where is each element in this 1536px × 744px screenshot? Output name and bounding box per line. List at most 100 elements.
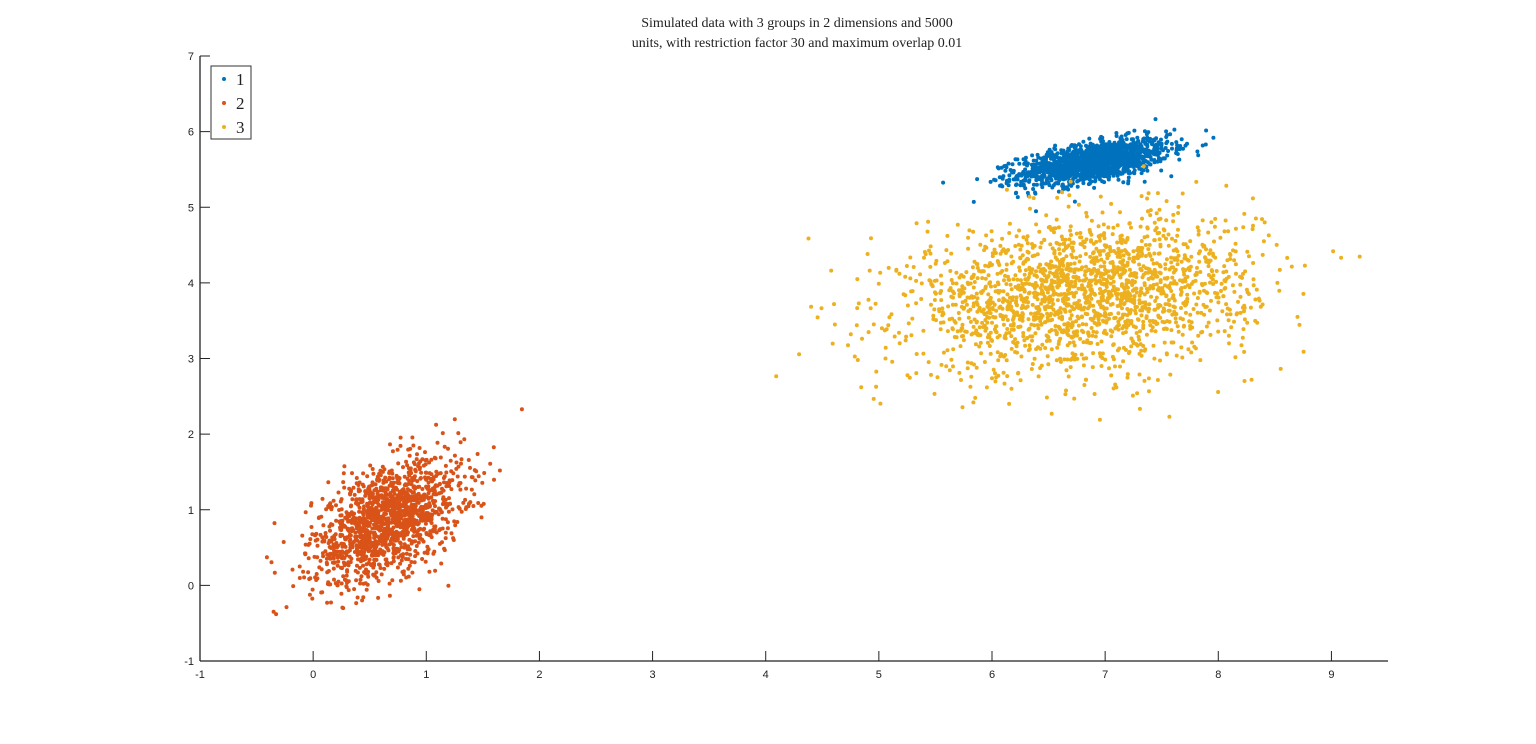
point [1086,155,1091,160]
point [404,483,409,488]
point [405,476,410,481]
point [1071,159,1076,164]
point [1166,308,1171,313]
point [1226,318,1231,323]
point [373,517,378,522]
point [1020,171,1025,176]
point [408,466,413,471]
point [1245,290,1250,295]
point [1189,282,1194,286]
point [1049,305,1054,310]
point [452,453,457,458]
point [435,440,440,445]
point [1224,276,1229,281]
point [1230,283,1235,288]
point [320,496,325,501]
point [983,318,988,322]
point [1071,307,1076,312]
point [1250,227,1255,232]
point [1053,324,1058,328]
point [370,553,375,558]
point [1233,241,1238,246]
point [364,509,369,514]
point [1198,270,1203,274]
point [977,344,982,349]
point [1245,320,1250,325]
point [1064,157,1069,162]
point [1004,165,1009,170]
point [1015,340,1020,345]
point [1214,295,1219,300]
point [1056,189,1061,194]
point [856,301,861,306]
point [1075,300,1080,305]
point [1093,167,1097,172]
point [1240,335,1245,340]
point [1027,326,1032,331]
point [1007,231,1012,235]
point [340,556,344,561]
point [969,361,974,366]
point [937,309,942,314]
point [402,545,407,550]
point [415,485,420,489]
point [354,481,359,486]
point [1135,139,1140,144]
point [809,304,814,309]
point [1030,245,1035,250]
point [971,324,976,329]
point [335,583,340,588]
point [884,327,889,332]
point [1103,288,1108,293]
point [1131,259,1135,263]
point [333,532,338,537]
point [1196,333,1201,338]
point [375,489,380,494]
point [387,593,392,598]
point [430,486,435,491]
point [272,570,277,575]
point [1188,239,1193,244]
point [410,490,415,495]
point [1143,153,1148,157]
point [1044,178,1049,183]
point [315,543,320,548]
point [373,499,378,504]
point [927,248,931,253]
point [1009,287,1014,292]
point [1122,166,1127,171]
point [1116,311,1121,316]
point [990,320,994,325]
point [1084,214,1089,219]
point [1023,159,1028,164]
point [1030,153,1035,158]
point [1111,173,1116,178]
point [1115,296,1120,301]
point [1089,296,1094,301]
point [1072,261,1077,266]
point [984,233,989,238]
point [306,570,311,575]
point [1129,344,1134,349]
point [1048,284,1053,289]
point [1170,312,1175,317]
point [1061,248,1066,253]
point [1046,161,1051,166]
point [1065,357,1070,362]
point [1190,325,1195,330]
point [1015,350,1019,355]
point [963,298,968,303]
point [1184,302,1189,307]
point [1042,172,1047,177]
point [1016,370,1021,375]
point [446,509,451,514]
point [1159,146,1164,151]
point [1106,163,1111,168]
point [1029,174,1034,179]
point [983,276,988,281]
point [354,476,359,480]
point [359,559,363,564]
point [950,316,955,321]
point [1007,173,1012,178]
point [1040,342,1045,347]
